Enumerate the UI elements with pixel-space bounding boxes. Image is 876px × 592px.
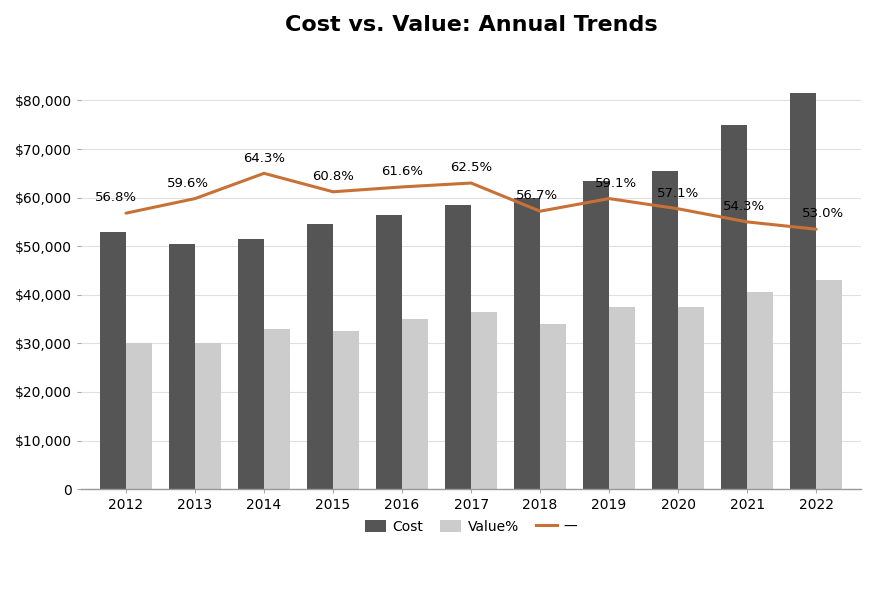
Bar — [445, 205, 471, 489]
Text: 56.7%: 56.7% — [516, 189, 558, 202]
Title: Cost vs. Value: Annual Trends: Cost vs. Value: Annual Trends — [285, 15, 657, 35]
Text: 60.8%: 60.8% — [312, 170, 354, 183]
Bar — [652, 171, 678, 489]
Text: 59.6%: 59.6% — [167, 177, 209, 190]
Bar — [169, 244, 195, 489]
Bar — [100, 231, 126, 489]
Text: 53.0%: 53.0% — [802, 207, 844, 220]
Bar — [307, 224, 333, 489]
Bar — [264, 329, 290, 489]
Text: 56.8%: 56.8% — [95, 191, 137, 204]
Bar — [678, 307, 704, 489]
Text: 61.6%: 61.6% — [381, 165, 423, 178]
Bar — [540, 324, 566, 489]
Bar — [790, 93, 816, 489]
Text: 54.3%: 54.3% — [723, 200, 765, 213]
Bar — [237, 239, 264, 489]
Text: 64.3%: 64.3% — [243, 152, 285, 165]
Bar — [195, 343, 222, 489]
Text: 62.5%: 62.5% — [450, 161, 492, 174]
Legend: Cost, Value%, —: Cost, Value%, — — [359, 514, 583, 539]
Bar — [333, 332, 359, 489]
Bar — [471, 312, 498, 489]
Bar — [583, 181, 609, 489]
Bar — [609, 307, 635, 489]
Bar — [376, 215, 402, 489]
Bar — [747, 292, 774, 489]
Bar — [514, 198, 540, 489]
Bar — [816, 280, 843, 489]
Text: 57.1%: 57.1% — [657, 187, 699, 200]
Bar — [402, 319, 428, 489]
Bar — [721, 125, 747, 489]
Text: 59.1%: 59.1% — [595, 177, 637, 190]
Bar — [126, 343, 152, 489]
